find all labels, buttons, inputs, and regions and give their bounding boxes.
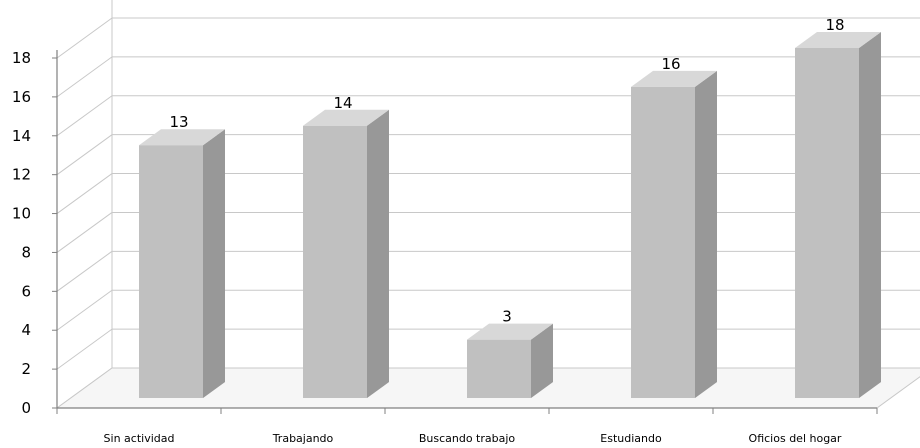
- side-gridline: [56, 95, 113, 137]
- bar-top: [631, 70, 717, 87]
- category-label: Estudiando: [600, 432, 662, 445]
- bar: [795, 32, 881, 398]
- bar-front: [467, 339, 531, 398]
- bars: [139, 32, 881, 399]
- y-axis-ticks: 0 2 4 6 8 10 12 14 16 18: [12, 49, 57, 417]
- side-gridline: [56, 134, 113, 176]
- y-tick-label: 12: [12, 166, 31, 184]
- bar-side: [367, 109, 389, 399]
- y-tick-label: 2: [21, 360, 31, 378]
- side-gridline: [56, 250, 113, 292]
- bar: [467, 323, 553, 398]
- bar-top: [303, 109, 389, 126]
- category-labels: Sin actividad Trabajando Buscando trabajo E…: [104, 432, 842, 445]
- bar-front: [303, 125, 367, 399]
- data-label: 13: [169, 113, 188, 131]
- bar-side: [531, 323, 553, 398]
- side-gridline: [56, 328, 113, 370]
- category-label: Buscando trabajo: [419, 432, 516, 445]
- y-tick-label: 14: [12, 127, 31, 145]
- y-tick-label: 4: [21, 321, 31, 339]
- y-tick-label: 16: [12, 88, 31, 106]
- bar-front: [139, 145, 203, 398]
- bar: [303, 109, 389, 399]
- bar-side: [859, 32, 881, 398]
- y-tick-label: 10: [12, 205, 31, 223]
- y-tick-label: 0: [21, 399, 31, 417]
- bar: [139, 129, 225, 398]
- y-tick-label: 8: [21, 243, 31, 261]
- y-tick-label: 6: [21, 282, 31, 300]
- bar-side: [203, 129, 225, 398]
- data-labels: 13 14 3 16 18: [169, 16, 844, 326]
- data-label: 3: [502, 308, 512, 326]
- data-label: 18: [825, 16, 844, 34]
- side-gridline: [56, 56, 113, 98]
- side-gridline: [56, 212, 113, 253]
- data-label: 16: [661, 55, 680, 73]
- y-tick-label: 18: [12, 49, 31, 67]
- category-label: Oficios del hogar: [749, 432, 842, 445]
- bar-top: [795, 32, 881, 48]
- bar-side: [695, 70, 717, 398]
- bar-front: [795, 48, 859, 398]
- bar-front: [631, 86, 695, 398]
- bar-top: [467, 323, 553, 340]
- gridlines: [56, 0, 920, 409]
- category-label: Trabajando: [272, 432, 334, 445]
- bar: [631, 70, 717, 398]
- category-label: Sin actividad: [104, 432, 175, 445]
- data-label: 14: [333, 94, 352, 112]
- side-gridline: [56, 17, 113, 59]
- bar-top: [139, 129, 225, 146]
- side-gridline: [56, 289, 113, 331]
- side-gridline: [56, 173, 113, 214]
